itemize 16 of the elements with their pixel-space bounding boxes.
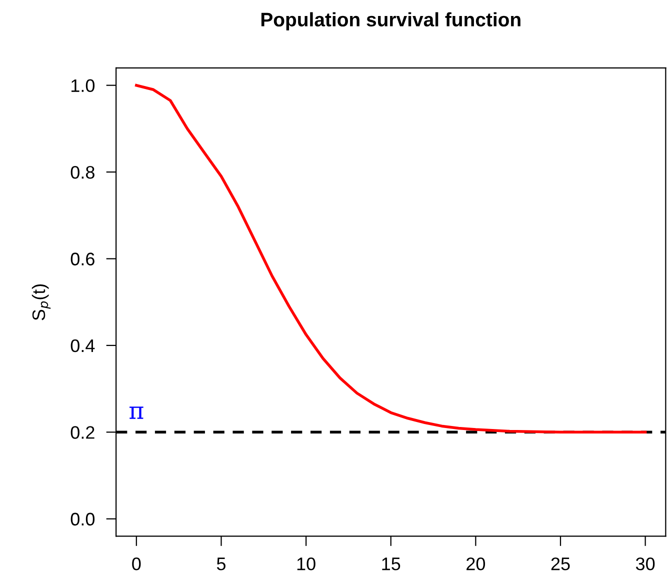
y-tick-label: 0.4 xyxy=(70,339,95,352)
y-tick-label: 0.2 xyxy=(70,426,94,439)
chart-title: Population survival function xyxy=(261,12,520,30)
y-axis-title: S$_{p}$(t) xyxy=(32,284,51,320)
y-tick-label: 1.0 xyxy=(72,79,95,92)
x-tick-label: 15 xyxy=(382,558,400,570)
x-tick-label: 10 xyxy=(297,558,316,570)
x-tick-label: 30 xyxy=(636,558,655,570)
x-tick-label: 20 xyxy=(466,558,486,570)
ref-line-label: π xyxy=(130,406,144,419)
x-tick-label: 0 xyxy=(132,558,141,570)
y-tick-label: 0.6 xyxy=(70,252,94,266)
x-tick-label: 25 xyxy=(551,558,570,570)
x-tick-label: 5 xyxy=(216,558,226,570)
y-tick-label: 0.0 xyxy=(70,512,95,526)
y-tick-label: 0.8 xyxy=(70,166,94,179)
